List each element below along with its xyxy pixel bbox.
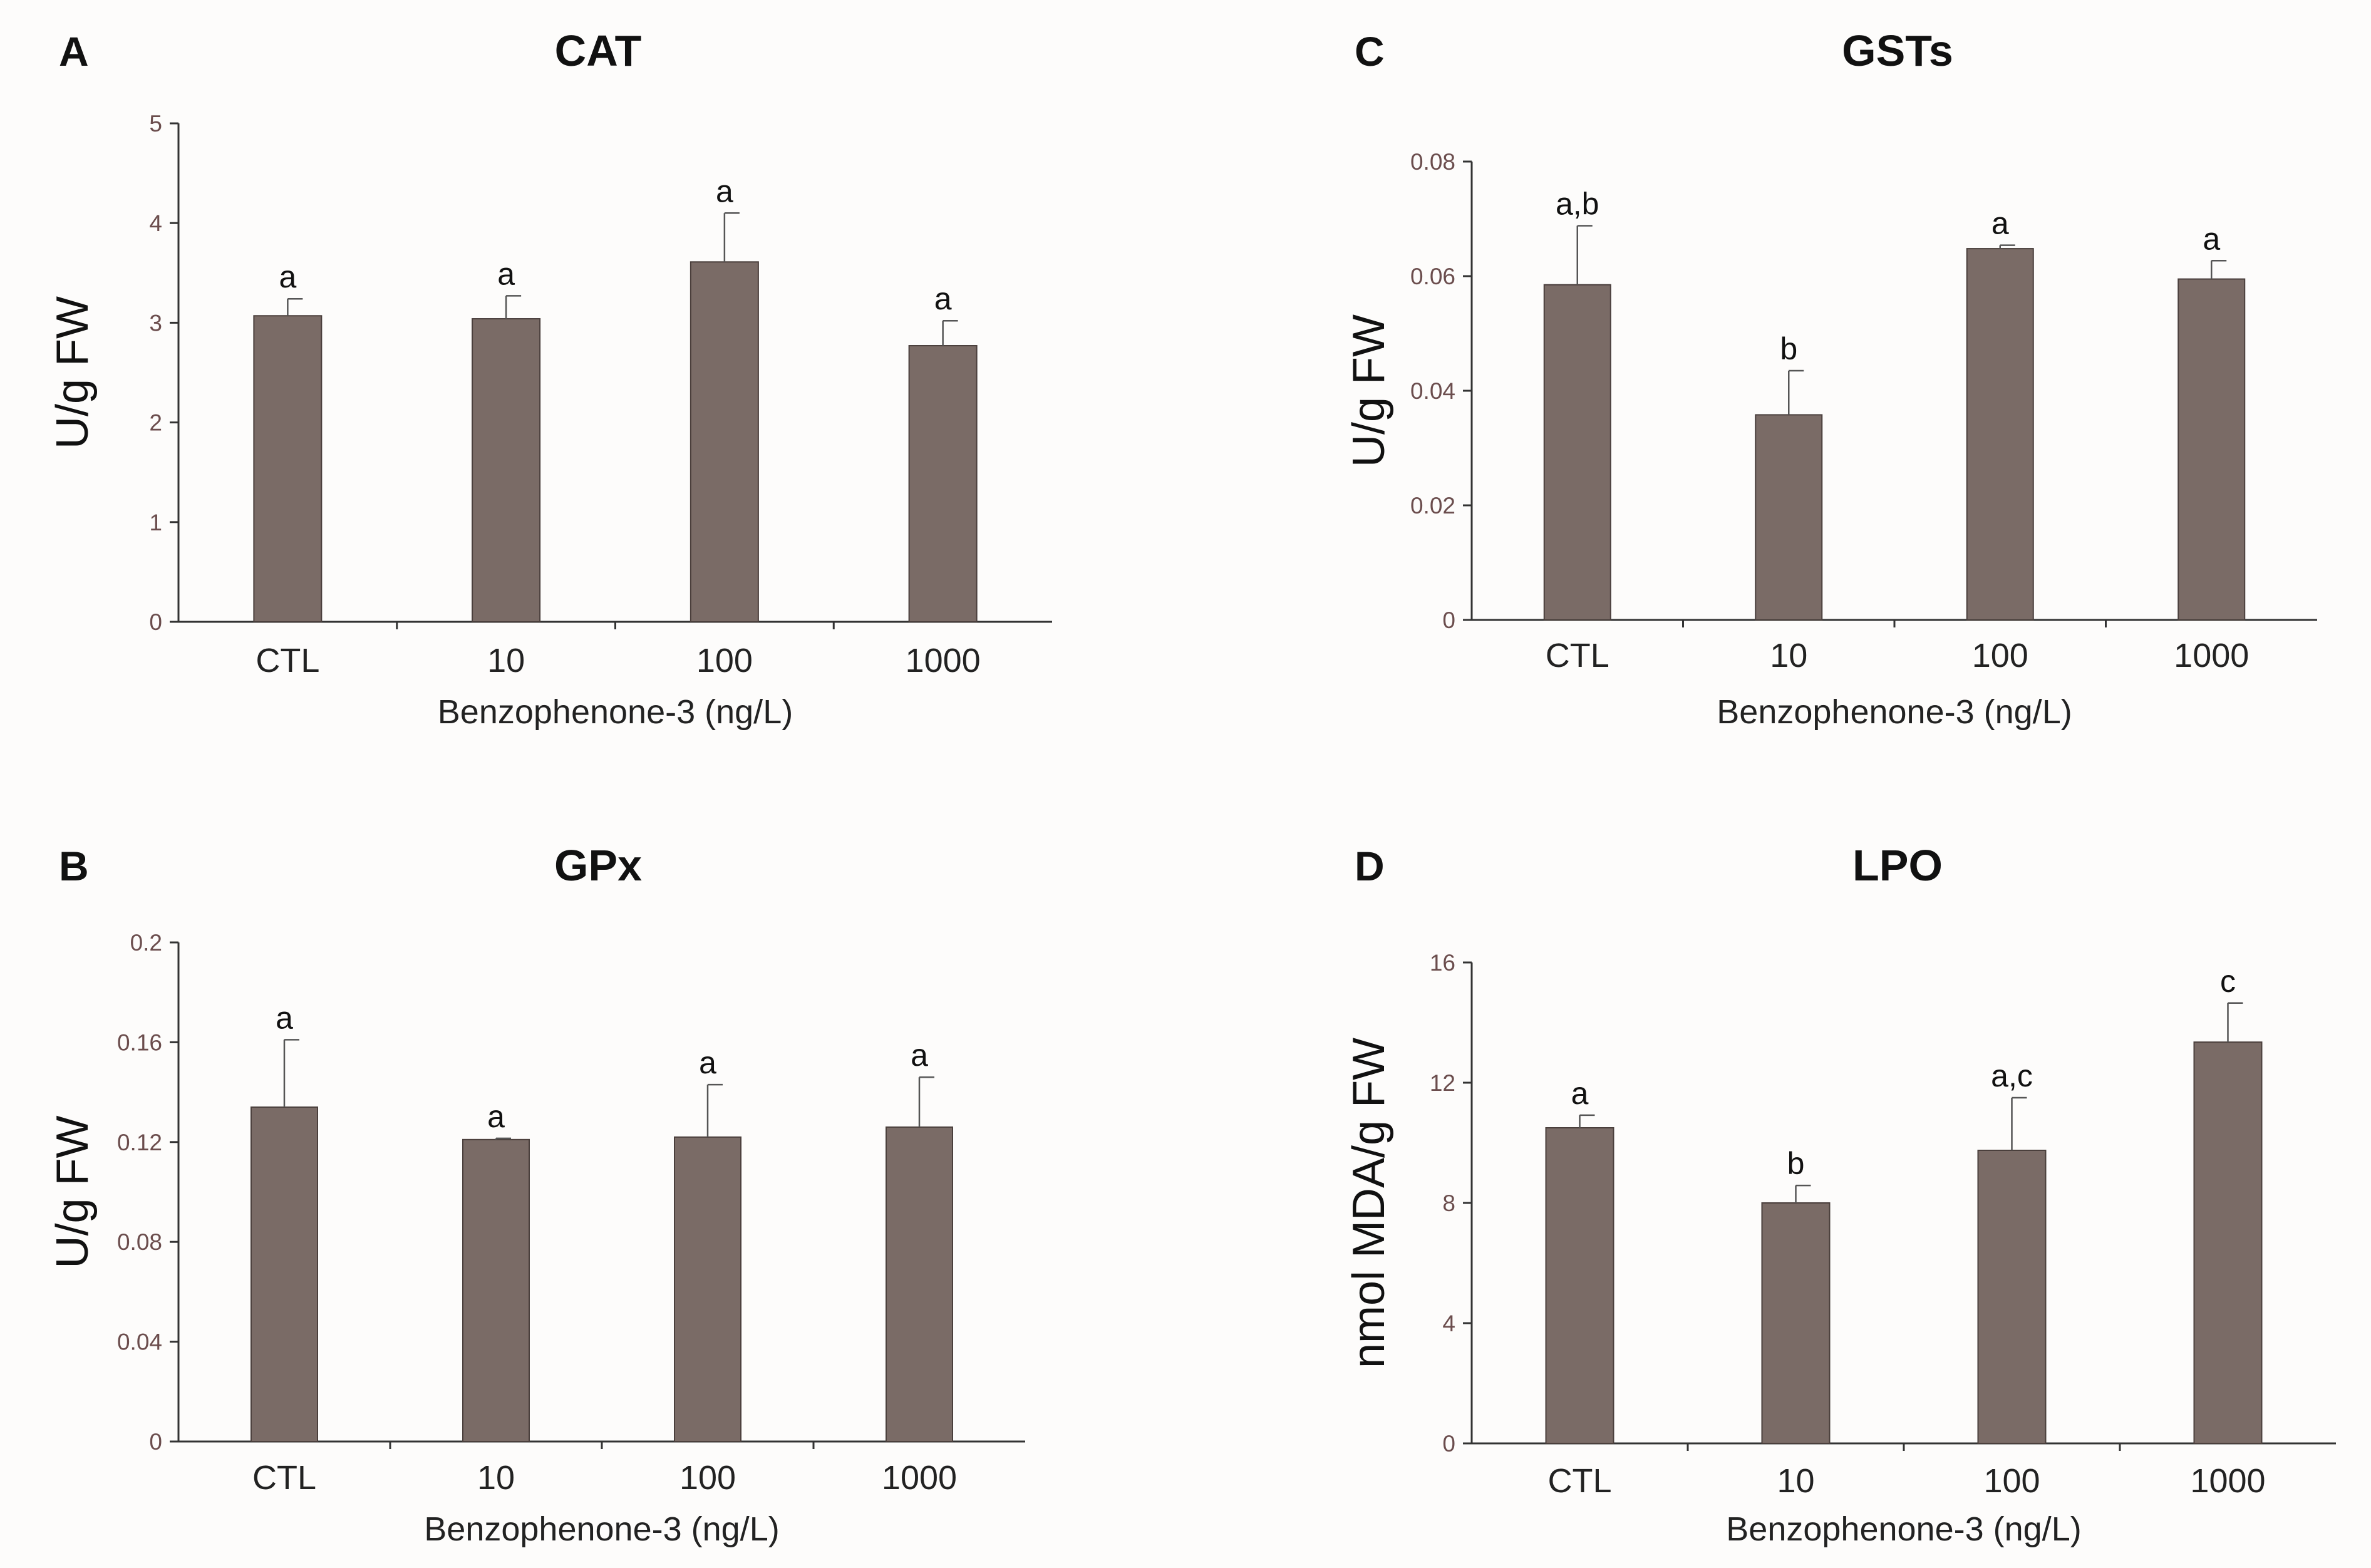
bar-1 bbox=[462, 1138, 530, 1442]
y-tick-label: 0.08 bbox=[117, 1229, 162, 1255]
y-tick-label: 2 bbox=[149, 410, 162, 436]
bar-3 bbox=[908, 345, 978, 622]
x-tick-label: 100 bbox=[1983, 1462, 2040, 1500]
x-tick-label: CTL bbox=[252, 1459, 316, 1497]
bar-0 bbox=[1543, 284, 1611, 621]
x-tick-label: 1000 bbox=[2190, 1462, 2265, 1500]
significance-label: a bbox=[279, 259, 296, 294]
significance-label: a bbox=[276, 1000, 293, 1035]
significance-label: a bbox=[1991, 206, 2009, 241]
significance-label: a,c bbox=[1991, 1058, 2033, 1093]
x-tick-label: 100 bbox=[696, 642, 753, 679]
significance-label: a bbox=[716, 173, 733, 209]
x-axis-label: Benzophenone-3 (ng/L) bbox=[438, 693, 793, 731]
panel-label: C bbox=[1355, 28, 1385, 75]
y-tick-label: 0 bbox=[149, 1429, 162, 1455]
y-tick-label: 0.16 bbox=[117, 1029, 162, 1055]
x-tick-label: 10 bbox=[487, 642, 525, 679]
bar-3 bbox=[2177, 278, 2246, 621]
significance-label: a bbox=[934, 281, 952, 316]
x-axis-label: Benzophenone-3 (ng/L) bbox=[1717, 693, 2072, 731]
x-tick-label: CTL bbox=[256, 642, 319, 679]
bar-2 bbox=[1977, 1150, 2047, 1444]
y-tick-label: 1 bbox=[149, 510, 162, 535]
chart-title: GSTs bbox=[1842, 26, 1953, 75]
y-tick-label: 5 bbox=[149, 111, 162, 137]
x-tick-label: 10 bbox=[1777, 1462, 1814, 1500]
chart-panel-a: A CAT 0 1 2 3 4 5 U/g FW a CTL a 10 a 100 a 1000 Benzophe… bbox=[48, 26, 1052, 731]
significance-label: a bbox=[497, 256, 515, 291]
bar-2 bbox=[690, 261, 759, 622]
y-tick-label: 4 bbox=[1442, 1311, 1455, 1336]
panel-label: D bbox=[1355, 843, 1385, 889]
y-tick-label: 3 bbox=[149, 310, 162, 336]
y-tick-label: 12 bbox=[1430, 1070, 1455, 1096]
y-tick-label: 16 bbox=[1430, 950, 1455, 976]
bar-0 bbox=[1545, 1127, 1614, 1444]
chart-panel-d: D LPO 0 4 8 12 16 nmol MDA/g FW a CTL b 10 a,c 100 c 10… bbox=[1344, 841, 2336, 1548]
y-tick-label: 0 bbox=[149, 609, 162, 635]
y-axis-label: U/g FW bbox=[48, 296, 98, 449]
y-tick-label: 0.12 bbox=[117, 1130, 162, 1155]
panel-label: A bbox=[59, 28, 89, 75]
bar-0 bbox=[251, 1106, 318, 1442]
x-axis-label: Benzophenone-3 (ng/L) bbox=[424, 1510, 779, 1548]
y-tick-label: 0.06 bbox=[1410, 264, 1455, 289]
significance-label: a bbox=[487, 1099, 505, 1134]
chart-title: LPO bbox=[1852, 841, 1943, 890]
y-axis-label: nmol MDA/g FW bbox=[1344, 1038, 1394, 1368]
significance-label: c bbox=[2220, 964, 2236, 999]
y-tick-label: 0.02 bbox=[1410, 493, 1455, 518]
x-tick-label: 1000 bbox=[882, 1459, 957, 1497]
bar-0 bbox=[253, 315, 323, 622]
x-tick-label: CTL bbox=[1547, 1462, 1611, 1500]
significance-label: b bbox=[1787, 1146, 1805, 1181]
bar-3 bbox=[886, 1126, 953, 1442]
panel-label: B bbox=[59, 843, 89, 889]
significance-label: a,b bbox=[1556, 186, 1599, 221]
significance-label: a bbox=[1571, 1076, 1589, 1111]
y-tick-label: 0.04 bbox=[1410, 378, 1455, 404]
chart-title: GPx bbox=[554, 841, 642, 890]
x-tick-label: 100 bbox=[679, 1459, 736, 1497]
significance-label: b bbox=[1780, 331, 1797, 366]
x-tick-label: 1000 bbox=[2174, 637, 2249, 674]
x-tick-label: 10 bbox=[1770, 637, 1807, 674]
bar-1 bbox=[1755, 414, 1823, 621]
y-tick-label: 0.2 bbox=[130, 930, 162, 956]
bar-1 bbox=[472, 318, 541, 622]
bar-1 bbox=[1761, 1202, 1831, 1444]
y-tick-label: 8 bbox=[1442, 1190, 1455, 1216]
x-tick-label: 10 bbox=[477, 1459, 515, 1497]
chart-panel-b: B GPx 0 0.04 0.08 0.12 0.16 0.2 U/g FW a CTL a 10 a 10… bbox=[48, 841, 1025, 1548]
significance-label: a bbox=[699, 1045, 716, 1080]
bar-2 bbox=[674, 1136, 741, 1442]
y-tick-label: 0 bbox=[1442, 1431, 1455, 1457]
significance-label: a bbox=[911, 1038, 928, 1073]
chart-panel-c: C GSTs 0 0.02 0.04 0.06 0.08 U/g FW a,b CTL b 10 a 10… bbox=[1344, 26, 2317, 731]
x-tick-label: 100 bbox=[1972, 637, 2028, 674]
bar-2 bbox=[1966, 248, 2034, 621]
chart-title: CAT bbox=[555, 26, 642, 75]
significance-label: a bbox=[2203, 221, 2220, 256]
x-axis-label: Benzophenone-3 (ng/L) bbox=[1726, 1510, 2081, 1548]
y-tick-label: 0.04 bbox=[117, 1329, 162, 1355]
y-tick-label: 0.08 bbox=[1410, 149, 1455, 175]
y-tick-label: 0 bbox=[1442, 607, 1455, 633]
x-tick-label: CTL bbox=[1546, 637, 1609, 674]
x-tick-label: 1000 bbox=[906, 642, 981, 679]
y-axis-label: U/g FW bbox=[48, 1115, 98, 1268]
y-axis-label: U/g FW bbox=[1344, 314, 1394, 467]
bar-3 bbox=[2193, 1041, 2263, 1444]
y-tick-label: 4 bbox=[149, 210, 162, 236]
